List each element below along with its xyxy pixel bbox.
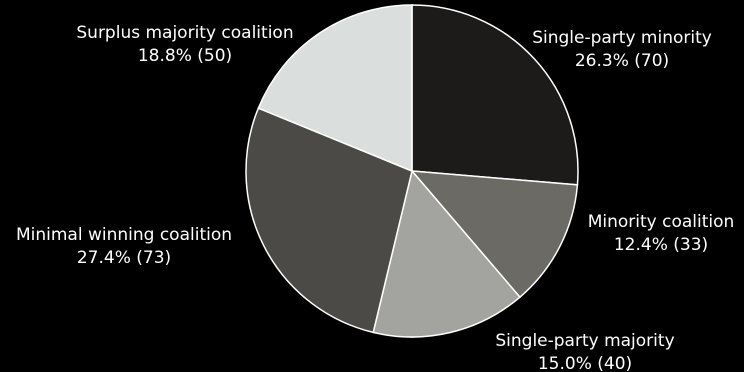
slice-minimal-winning-coalition <box>245 107 413 334</box>
label-minority-coalition-name: Minority coalition <box>588 212 735 232</box>
slice-surplus-majority-coalition <box>257 4 413 173</box>
slice-single-party-minority <box>411 4 579 186</box>
label-single-party-minority-name: Single-party minority <box>532 28 712 48</box>
label-surplus-majority-coalition-name: Surplus majority coalition <box>76 23 293 43</box>
label-single-party-majority-name: Single-party majority <box>495 331 674 351</box>
label-minimal-winning-coalition-value: 27.4% (73) <box>77 248 171 268</box>
pie-slices <box>245 4 579 338</box>
slice-minority-coalition <box>410 170 579 299</box>
label-single-party-majority-value: 15.0% (40) <box>538 354 632 372</box>
label-surplus-majority-coalition-value: 18.8% (50) <box>138 46 232 66</box>
label-minority-coalition-value: 12.4% (33) <box>614 235 708 255</box>
slice-single-party-majority <box>372 169 521 338</box>
label-minimal-winning-coalition-name: Minimal winning coalition <box>16 225 232 245</box>
pie-labels: Single-party minority 26.3% (70) Minorit… <box>16 23 734 372</box>
label-single-party-minority-value: 26.3% (70) <box>575 51 669 71</box>
